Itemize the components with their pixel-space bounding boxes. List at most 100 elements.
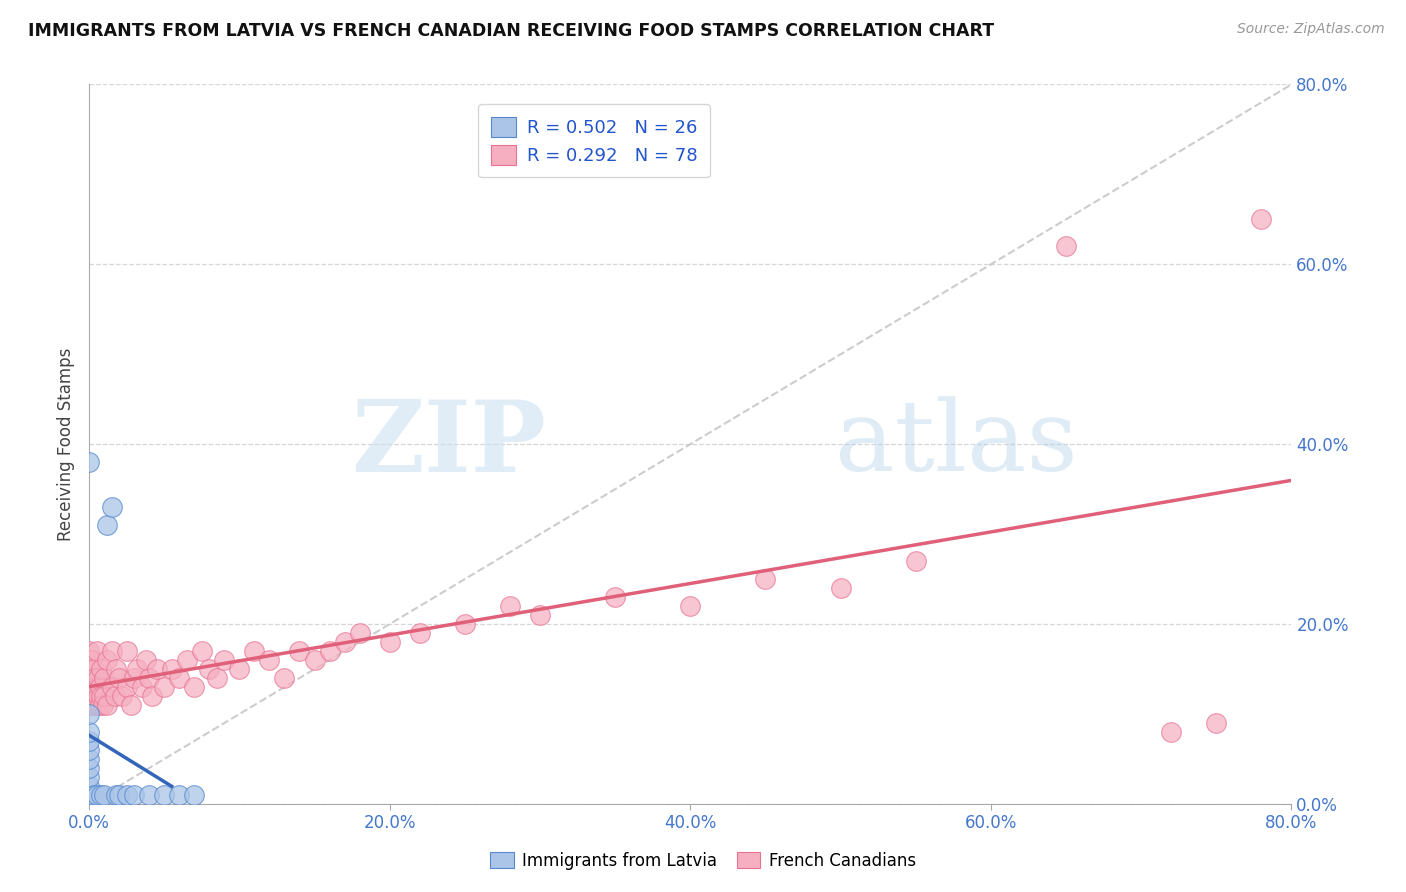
Point xyxy=(79,698,101,712)
Point xyxy=(105,662,128,676)
Point xyxy=(91,698,114,712)
Point xyxy=(90,662,112,676)
Point xyxy=(77,761,100,775)
Point xyxy=(115,788,138,802)
Point xyxy=(93,788,115,802)
Point xyxy=(77,752,100,766)
Point xyxy=(288,644,311,658)
Text: atlas: atlas xyxy=(835,396,1077,492)
Point xyxy=(111,689,134,703)
Point xyxy=(1160,725,1182,739)
Point xyxy=(79,662,101,676)
Legend: R = 0.502   N = 26, R = 0.292   N = 78: R = 0.502 N = 26, R = 0.292 N = 78 xyxy=(478,104,710,178)
Point xyxy=(115,680,138,694)
Point xyxy=(153,788,176,802)
Point xyxy=(167,671,190,685)
Point xyxy=(183,788,205,802)
Point xyxy=(77,706,100,721)
Text: Source: ZipAtlas.com: Source: ZipAtlas.com xyxy=(1237,22,1385,37)
Point xyxy=(108,788,131,802)
Point xyxy=(499,599,522,613)
Point xyxy=(77,662,100,676)
Point xyxy=(93,689,115,703)
Point xyxy=(100,680,122,694)
Point xyxy=(349,626,371,640)
Point xyxy=(80,671,103,685)
Point xyxy=(1054,239,1077,253)
Point xyxy=(304,653,326,667)
Point xyxy=(176,653,198,667)
Point xyxy=(80,689,103,703)
Point xyxy=(115,644,138,658)
Point xyxy=(243,644,266,658)
Point xyxy=(90,788,112,802)
Point xyxy=(86,644,108,658)
Point xyxy=(77,689,100,703)
Point xyxy=(83,662,105,676)
Point xyxy=(77,734,100,748)
Point xyxy=(100,500,122,515)
Point xyxy=(135,653,157,667)
Point xyxy=(138,671,160,685)
Point xyxy=(77,671,100,685)
Point xyxy=(454,617,477,632)
Point xyxy=(93,671,115,685)
Point xyxy=(90,689,112,703)
Point xyxy=(153,680,176,694)
Point xyxy=(108,671,131,685)
Point xyxy=(1205,716,1227,731)
Point xyxy=(77,770,100,784)
Point xyxy=(83,788,105,802)
Point xyxy=(754,572,776,586)
Point xyxy=(214,653,236,667)
Point xyxy=(122,671,145,685)
Point xyxy=(409,626,432,640)
Point xyxy=(86,788,108,802)
Point xyxy=(205,671,228,685)
Point xyxy=(160,662,183,676)
Point xyxy=(89,680,111,694)
Point xyxy=(86,698,108,712)
Point xyxy=(79,680,101,694)
Point xyxy=(96,653,118,667)
Point xyxy=(904,554,927,568)
Point xyxy=(131,680,153,694)
Point xyxy=(679,599,702,613)
Point xyxy=(77,743,100,757)
Point xyxy=(104,689,127,703)
Point xyxy=(127,662,149,676)
Point xyxy=(96,698,118,712)
Point xyxy=(183,680,205,694)
Point xyxy=(529,608,551,623)
Point xyxy=(603,590,626,604)
Point xyxy=(830,581,852,595)
Point xyxy=(77,788,100,802)
Text: ZIP: ZIP xyxy=(352,396,546,492)
Point xyxy=(333,635,356,649)
Point xyxy=(100,644,122,658)
Point xyxy=(273,671,295,685)
Point xyxy=(141,689,163,703)
Point xyxy=(77,725,100,739)
Point xyxy=(378,635,401,649)
Point xyxy=(83,680,105,694)
Point xyxy=(120,698,142,712)
Point xyxy=(89,698,111,712)
Point xyxy=(191,644,214,658)
Point xyxy=(96,518,118,533)
Point xyxy=(86,680,108,694)
Point xyxy=(77,644,100,658)
Point xyxy=(198,662,221,676)
Point xyxy=(83,698,105,712)
Point xyxy=(77,797,100,811)
Point xyxy=(87,689,110,703)
Legend: Immigrants from Latvia, French Canadians: Immigrants from Latvia, French Canadians xyxy=(484,846,922,877)
Point xyxy=(77,779,100,793)
Point xyxy=(122,788,145,802)
Point xyxy=(145,662,167,676)
Point xyxy=(318,644,340,658)
Point xyxy=(80,653,103,667)
Point xyxy=(77,788,100,802)
Point xyxy=(138,788,160,802)
Point xyxy=(167,788,190,802)
